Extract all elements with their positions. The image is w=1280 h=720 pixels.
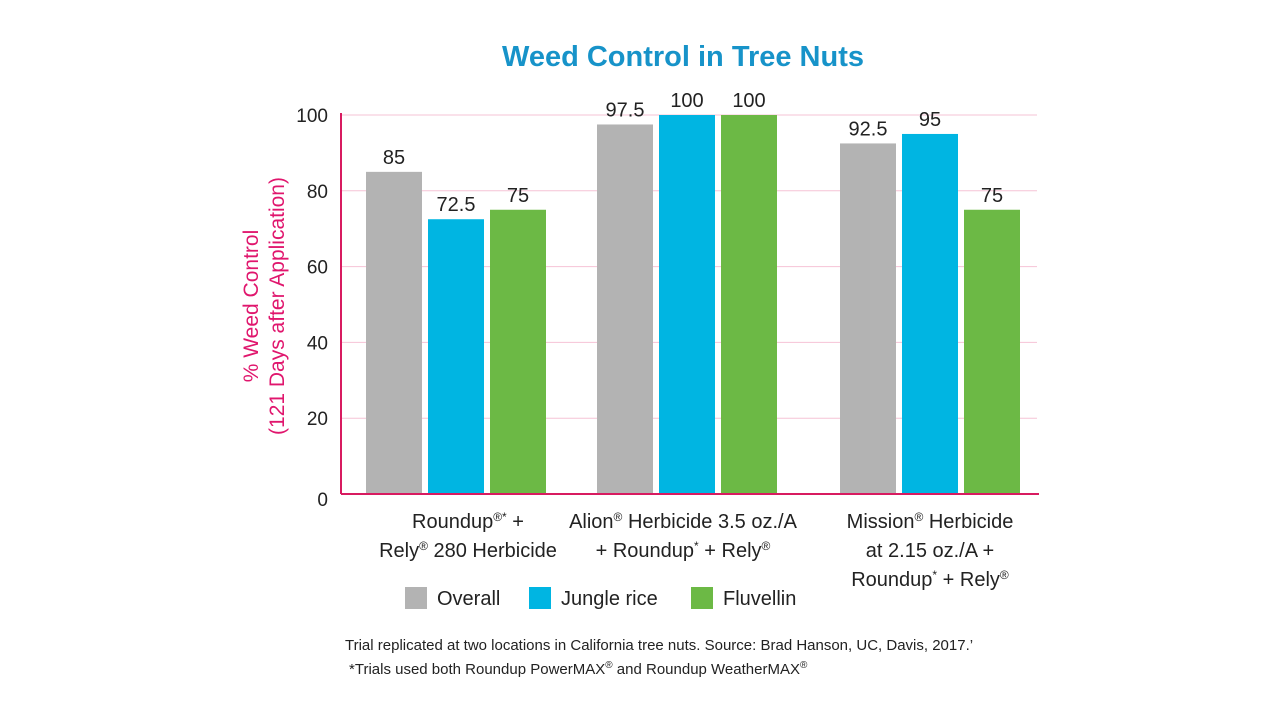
y-axis-label-line-1: % Weed Control [240,230,263,383]
y-axis-label: % Weed Control (121 Days after Applicatio… [240,177,289,435]
legend-swatch [691,587,713,609]
bar-jungle-rice-2 [659,115,715,494]
bar-value-label: 72.5 [437,194,476,216]
legend-label: Fluvellin [723,588,796,610]
legend-item-overall: Overall [405,587,500,610]
bar-overall-3 [840,143,896,495]
axes [340,113,1039,495]
y-tick-label-100: 100 [296,106,328,127]
bar-value-label: 75 [507,185,529,207]
bar-fluvellin-1 [490,209,546,494]
category-label-1-line-1: Roundup®* + [412,510,524,533]
legend-item-jungle-rice: Jungle rice [529,587,658,610]
category-label-3-line-1: Mission® Herbicide [847,510,1014,533]
footnote-trials: *Trials used both Roundup PowerMAX® and … [349,660,808,678]
y-tick-label-40: 40 [307,333,328,354]
bar-overall-2 [597,124,653,494]
bar-value-label: 85 [383,147,405,169]
category-label-1-line-2: Rely® 280 Herbicide [379,539,557,562]
bar-fluvellin-2 [721,115,777,494]
category-label-3-line-2: at 2.15 oz./A + [866,540,994,562]
y-axis-label-line-2: (121 Days after Application) [266,177,289,435]
y-tick-label-80: 80 [307,182,328,203]
category-label-2-line-1: Alion® Herbicide 3.5 oz./A [569,510,798,533]
bar-jungle-rice-1 [428,219,484,494]
y-tick-label-0: 0 [317,490,328,511]
legend-label: Jungle rice [561,588,658,610]
y-tick-label-20: 20 [307,409,328,430]
bar-value-label: 100 [732,90,765,112]
bar-value-label: 92.5 [849,118,888,140]
bars [366,115,1020,495]
y-tick-label-60: 60 [307,258,328,279]
bar-value-label: 95 [919,109,941,131]
bar-overall-1 [366,171,422,494]
bar-value-labels: 85 97.5 92.5 72.5 100 95 75 100 75 [383,90,1003,216]
x-axis-category-labels: Roundup®* + Rely® 280 Herbicide Alion® Her… [379,510,1013,591]
bar-value-label: 97.5 [606,99,645,121]
footnote-source: Trial replicated at two locations in Cal… [345,637,974,654]
chart-title: Weed Control in Tree Nuts [502,41,864,73]
legend-swatch [405,587,427,609]
category-label-3-line-3: Roundup* + Rely® [851,568,1009,591]
category-label-2-line-2: + Roundup* + Rely® [596,539,771,562]
legend-item-fluvellin: Fluvellin [691,587,796,610]
legend-label: Overall [437,588,500,610]
bar-value-label: 100 [670,90,703,112]
y-axis-ticks: 0 20 40 60 80 100 [296,106,328,511]
bar-fluvellin-3 [964,209,1020,494]
bar-value-label: 75 [981,185,1003,207]
bar-jungle-rice-3 [902,133,958,494]
legend-swatch [529,587,551,609]
legend: Overall Jungle rice Fluvellin [405,587,796,610]
